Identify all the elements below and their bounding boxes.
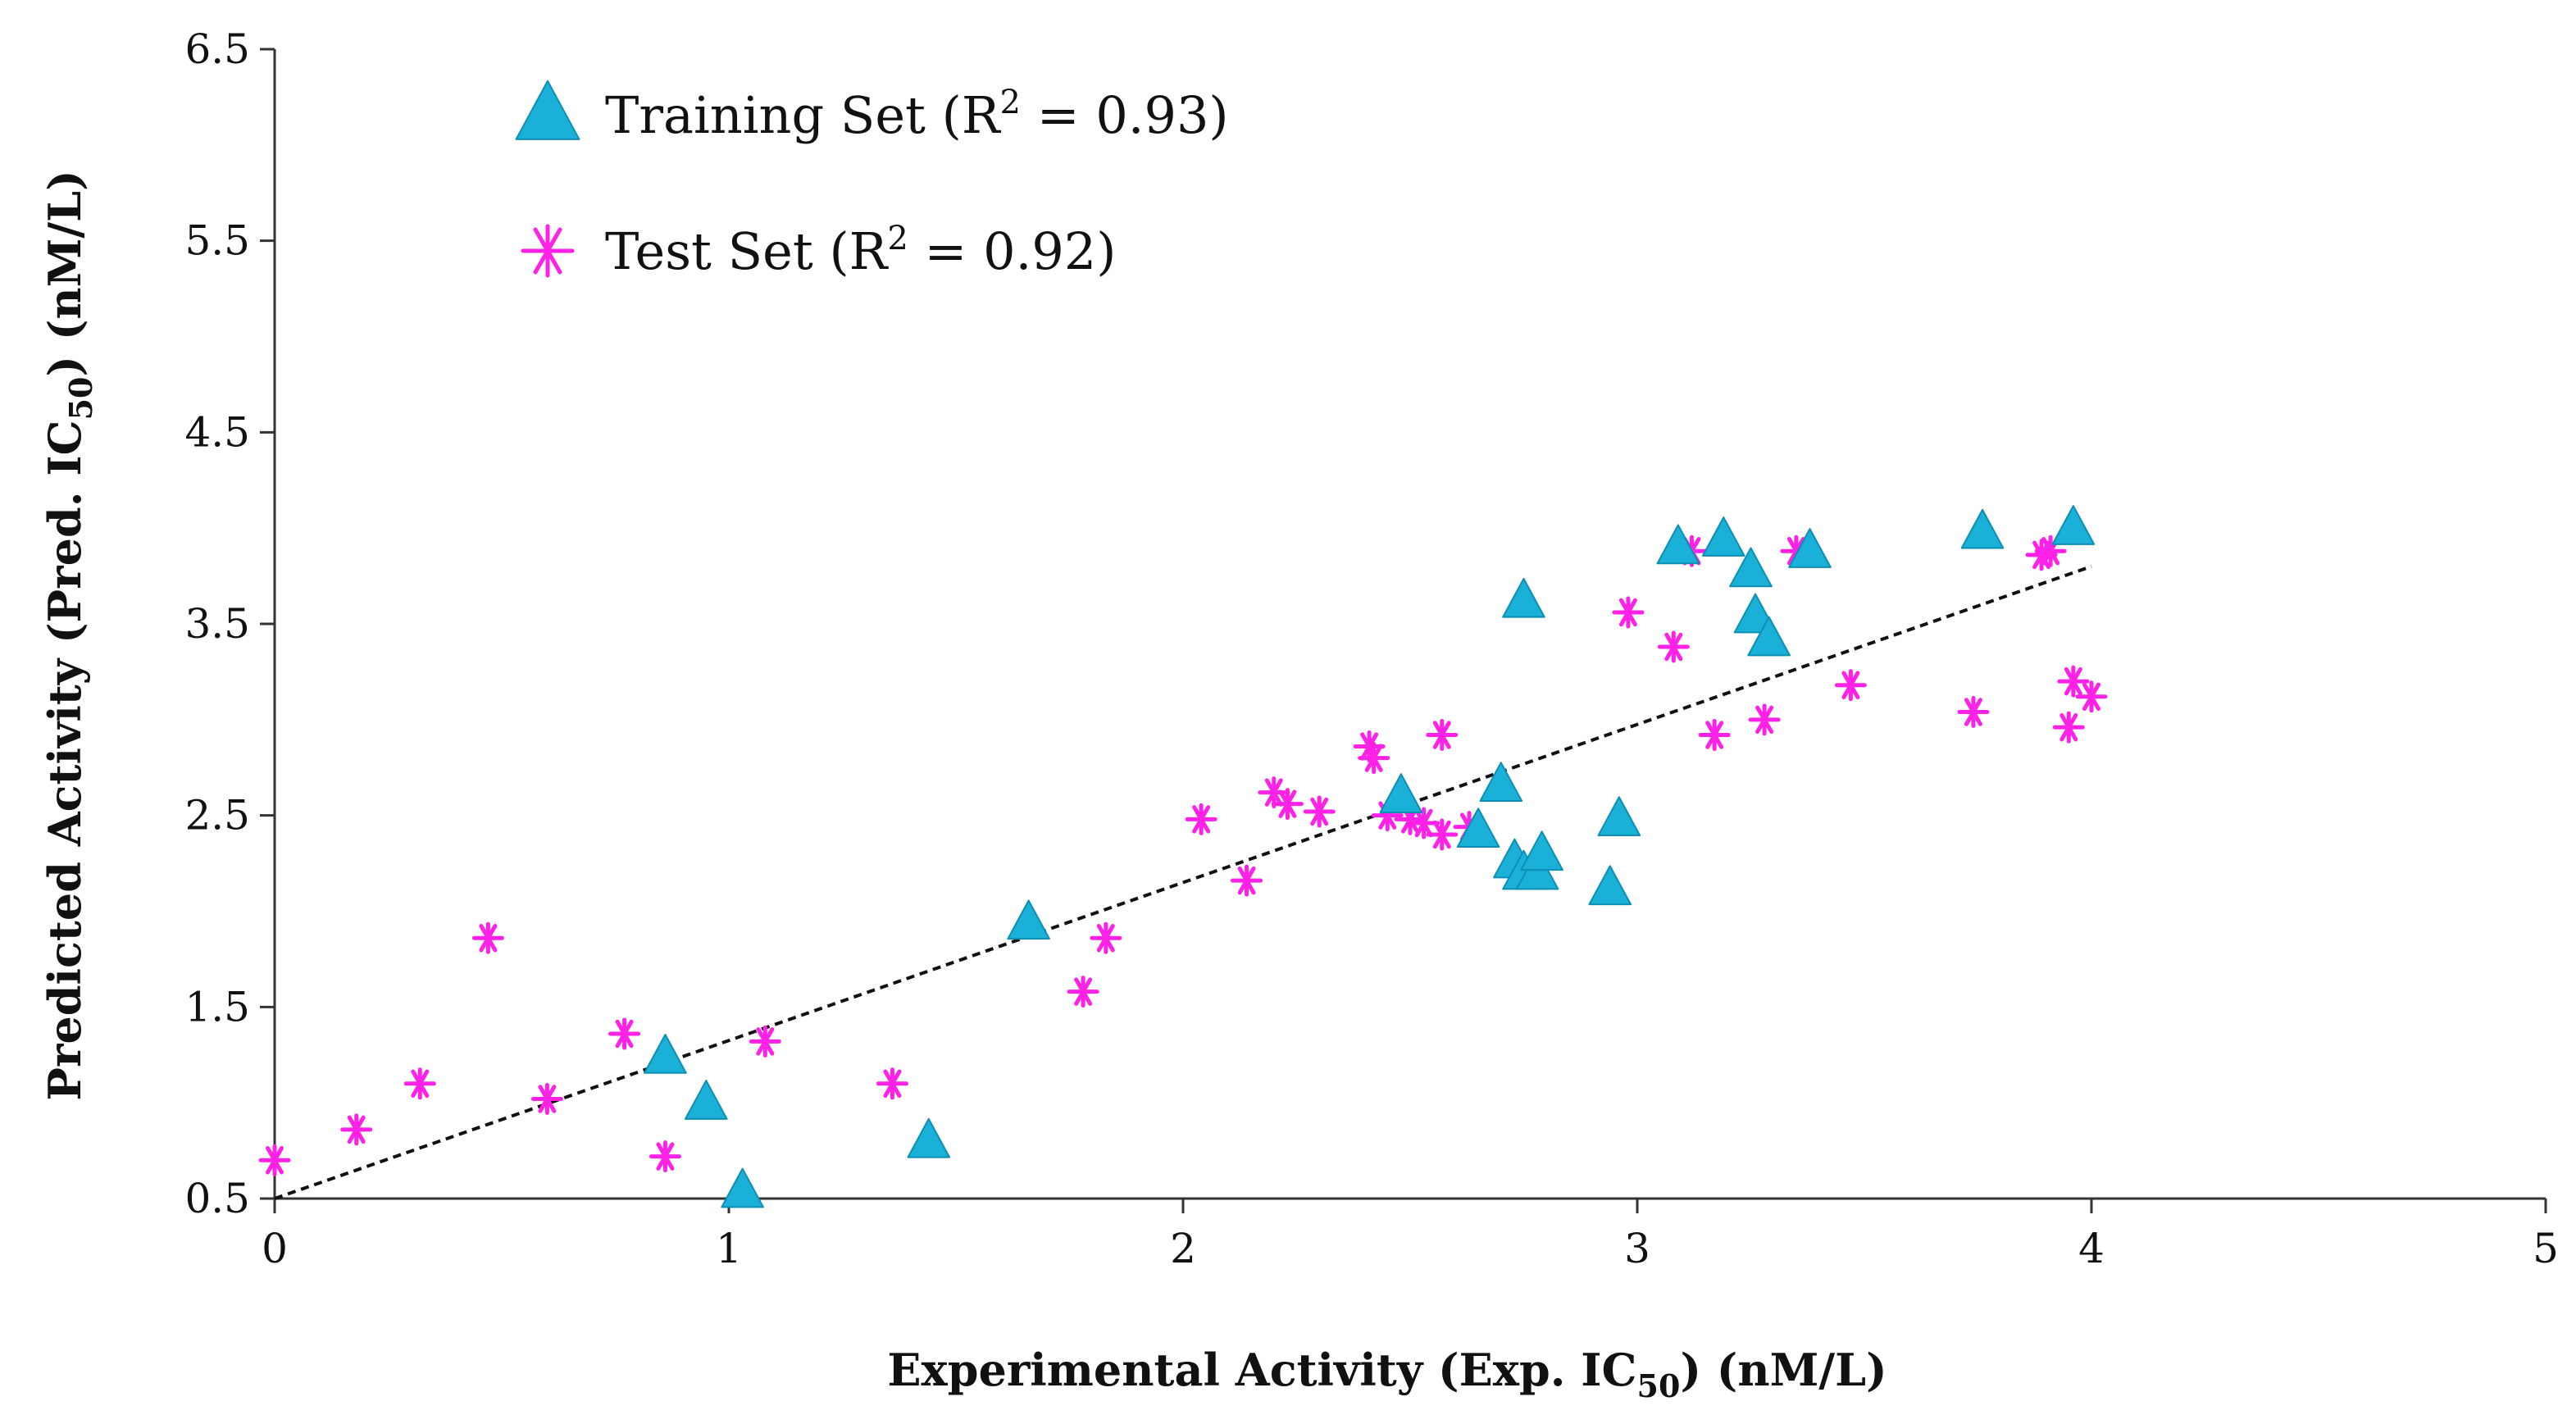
training-point [685, 1080, 728, 1120]
training-point [1656, 524, 1700, 565]
training-point [1788, 528, 1832, 568]
regression-line-group [274, 565, 2092, 1200]
test-point [1957, 695, 1990, 728]
x-tick-label: 5 [2533, 1225, 2559, 1272]
test-point [1426, 719, 1459, 752]
training-point [1456, 808, 1500, 848]
test-point [876, 1067, 908, 1100]
test-point [1231, 864, 1263, 897]
y-tick-label: 5.5 [184, 217, 250, 265]
training-point [1701, 516, 1745, 557]
test-point [649, 1140, 681, 1173]
legend-test-asterisk [521, 224, 575, 278]
test-point [530, 1082, 563, 1115]
test-point [1657, 630, 1690, 663]
regression-line [274, 565, 2092, 1200]
training-point [1479, 762, 1523, 802]
y-axis-title: Predicted Activity (Pred. IC50) (nM/L) [39, 170, 99, 1100]
test-point [1834, 669, 1867, 702]
training-point [1007, 899, 1050, 940]
training-point [907, 1117, 951, 1158]
test-point [258, 1144, 291, 1176]
chart-legend: Training Set (R2 = 0.93) Test Set (R2 = … [515, 80, 1229, 281]
training-point [1502, 577, 1545, 618]
legend-training-marker [515, 80, 580, 140]
test-point [1303, 795, 1336, 828]
legend-training-triangle [515, 80, 580, 140]
x-tick-label: 2 [1170, 1225, 1196, 1272]
x-tick-label: 3 [1624, 1225, 1650, 1272]
training-point [1379, 773, 1423, 813]
x-tick-label: 0 [262, 1225, 288, 1272]
training-point [1729, 547, 1773, 588]
training-point [721, 1167, 764, 1208]
test-point [1426, 818, 1459, 851]
training-point [1747, 616, 1791, 657]
y-tick-label: 6.5 [184, 25, 250, 73]
training-point [2051, 505, 2096, 545]
legend-training-label: Training Set (R2 = 0.93) [605, 84, 1229, 145]
x-tick-label: 1 [716, 1225, 742, 1272]
training-point [644, 1033, 687, 1074]
test-point [1612, 596, 1645, 629]
y-tick-label: 2.5 [184, 792, 250, 839]
legend-test-marker [521, 224, 575, 278]
test-point [2075, 680, 2108, 713]
y-tick-label: 0.5 [184, 1175, 250, 1222]
test-point [1358, 742, 1390, 775]
y-tick-label: 3.5 [184, 600, 250, 648]
test-point [1748, 703, 1781, 736]
test-point [2057, 665, 2090, 698]
test-point [403, 1067, 436, 1100]
training-point [1520, 830, 1563, 871]
y-tick-label: 1.5 [184, 983, 250, 1030]
y-tick-label: 4.5 [184, 408, 250, 456]
test-point [1271, 788, 1304, 821]
test-point [608, 1017, 641, 1050]
test-point [1698, 719, 1731, 752]
test-point [340, 1113, 373, 1146]
x-tick-label: 4 [2078, 1225, 2105, 1272]
legend-test-label: Test Set (R2 = 0.92) [605, 220, 1116, 281]
test-point [1258, 776, 1290, 809]
test-point [749, 1025, 781, 1058]
test-point [1185, 803, 1217, 835]
training-point [1597, 796, 1641, 837]
chart-ticks: 0 1 2 3 4 5 0.5 1.5 2.5 3.5 4.5 5.5 6.5 [184, 25, 2558, 1272]
x-axis-title: Experimental Activity (Exp. IC50) (nM/L) [887, 1344, 1886, 1404]
training-point [1960, 508, 2005, 549]
training-point [1588, 865, 1632, 906]
test-point [1408, 807, 1440, 839]
test-point [1067, 976, 1099, 1008]
data-points [258, 505, 2108, 1208]
test-point [1090, 921, 1122, 954]
test-point [2052, 711, 2085, 744]
test-point [471, 921, 504, 954]
